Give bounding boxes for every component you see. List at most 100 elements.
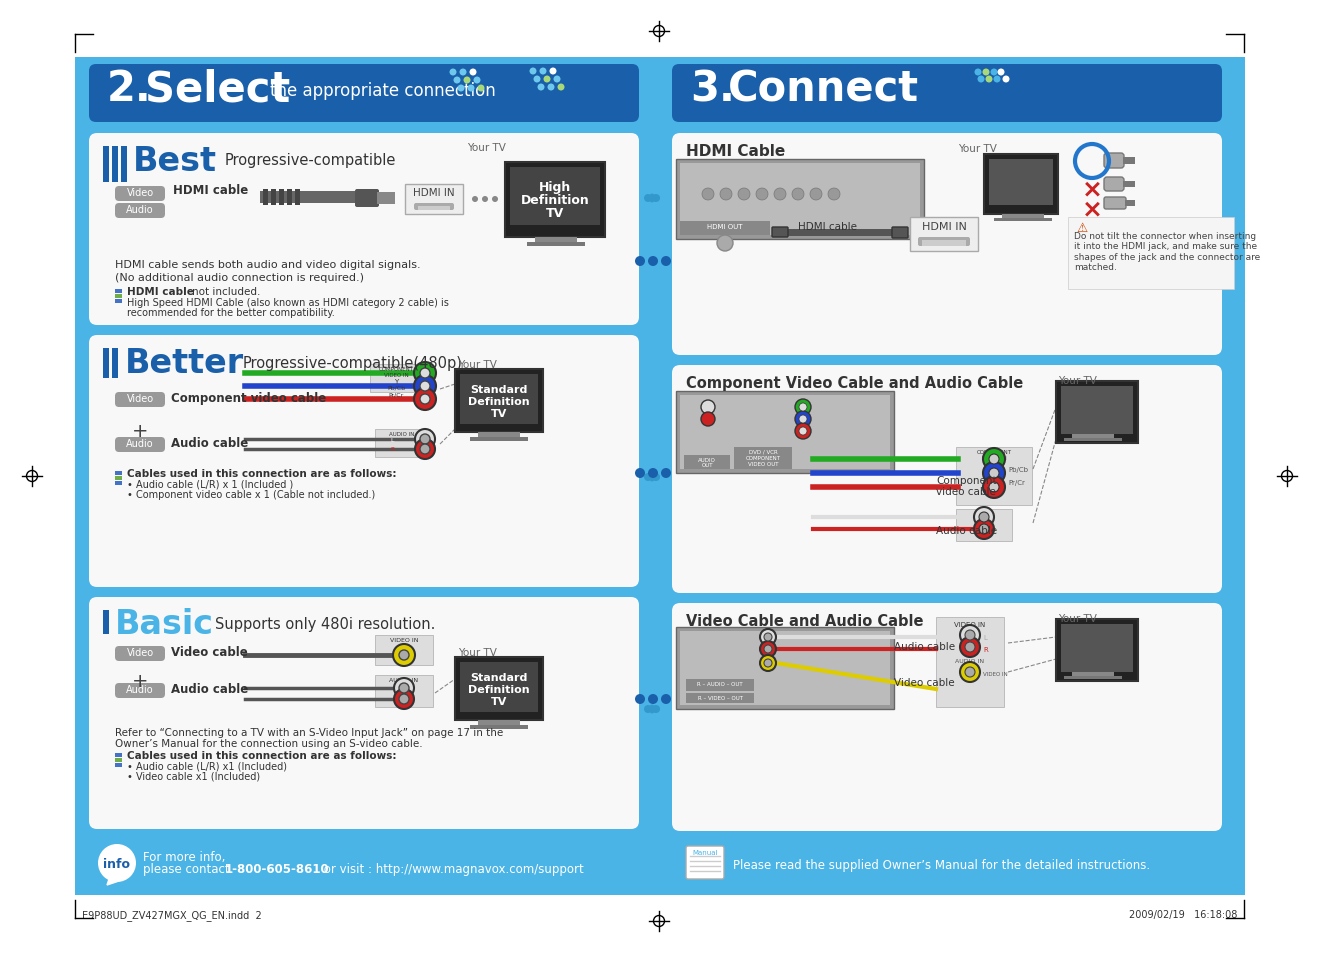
Bar	[505, 163, 605, 237]
Circle shape	[414, 363, 437, 385]
Circle shape	[739, 189, 751, 201]
Text: Component Video Cable and Audio Cable: Component Video Cable and Audio Cable	[686, 375, 1024, 391]
Circle shape	[481, 196, 488, 203]
Text: • Component video cable x 1 (Cable not included.): • Component video cable x 1 (Cable not i…	[127, 490, 375, 499]
Bar	[112, 349, 117, 378]
Circle shape	[414, 375, 437, 397]
Text: Standard: Standard	[471, 385, 528, 395]
Circle shape	[960, 662, 980, 682]
Text: +: +	[132, 671, 148, 690]
Bar	[1060, 387, 1133, 435]
Circle shape	[977, 76, 984, 84]
Circle shape	[538, 85, 545, 91]
Circle shape	[661, 469, 671, 478]
Circle shape	[764, 645, 772, 654]
Circle shape	[419, 369, 430, 378]
Text: High Speed HDMI Cable (also known as HDMI category 2 cable) is: High Speed HDMI Cable (also known as HDM…	[127, 297, 448, 308]
Bar	[910, 218, 977, 252]
Text: Your TV: Your TV	[458, 359, 497, 370]
Text: HDMI cable: HDMI cable	[127, 287, 194, 296]
Circle shape	[558, 85, 565, 91]
FancyBboxPatch shape	[115, 204, 165, 219]
Bar	[375, 676, 433, 707]
Bar	[295, 190, 299, 206]
Text: Standard: Standard	[471, 672, 528, 682]
Bar	[121, 147, 127, 183]
Text: 1-800-605-8610: 1-800-605-8610	[226, 862, 330, 875]
Circle shape	[467, 86, 475, 92]
Circle shape	[474, 77, 480, 85]
Bar	[686, 693, 754, 703]
Text: AUDIO IN: AUDIO IN	[955, 659, 984, 663]
Bar	[1122, 182, 1136, 188]
Text: HDMI cable: HDMI cable	[173, 184, 248, 196]
Text: Manual: Manual	[692, 849, 718, 855]
Circle shape	[985, 76, 992, 84]
Bar	[477, 433, 520, 437]
Bar	[510, 168, 600, 226]
Bar	[1002, 214, 1045, 219]
Text: Video cable: Video cable	[894, 678, 955, 687]
Text: Video Cable and Audio Cable: Video Cable and Audio Cable	[686, 614, 923, 628]
Circle shape	[644, 705, 652, 713]
Text: HDMI IN: HDMI IN	[413, 188, 455, 198]
FancyBboxPatch shape	[115, 437, 165, 453]
Text: Audio: Audio	[127, 205, 154, 214]
Circle shape	[774, 189, 786, 201]
Bar	[681, 222, 770, 235]
Text: Y: Y	[992, 461, 996, 468]
FancyBboxPatch shape	[355, 190, 379, 208]
Text: please contact: please contact	[142, 862, 233, 875]
Bar	[477, 720, 520, 725]
Text: recommended for the better compatibility.: recommended for the better compatibility…	[127, 308, 335, 317]
FancyBboxPatch shape	[115, 683, 165, 699]
Bar	[922, 241, 966, 247]
Circle shape	[960, 638, 980, 658]
Text: For more info,: For more info,	[142, 850, 226, 863]
Circle shape	[989, 469, 998, 478]
Circle shape	[702, 189, 714, 201]
Text: Audio cable: Audio cable	[894, 641, 955, 651]
Text: AUDIO: AUDIO	[698, 457, 716, 462]
Bar	[528, 243, 586, 247]
Text: HDMI IN: HDMI IN	[922, 222, 967, 232]
Text: Please read the supplied Owner’s Manual for the detailed instructions.: Please read the supplied Owner’s Manual …	[733, 858, 1150, 871]
Circle shape	[973, 507, 995, 527]
Bar	[995, 219, 1053, 222]
FancyBboxPatch shape	[671, 603, 1221, 831]
Bar	[460, 375, 538, 424]
Circle shape	[652, 194, 660, 203]
Text: • Video cable x1 (Included): • Video cable x1 (Included)	[127, 771, 260, 781]
Bar	[1125, 201, 1136, 207]
Text: HDMI Cable: HDMI Cable	[686, 144, 785, 159]
FancyBboxPatch shape	[115, 393, 165, 408]
Bar	[455, 370, 543, 433]
Bar	[115, 290, 121, 294]
Circle shape	[463, 77, 471, 85]
Circle shape	[966, 642, 975, 652]
Circle shape	[394, 679, 414, 699]
Text: Audio cable: Audio cable	[936, 525, 997, 536]
FancyBboxPatch shape	[88, 65, 638, 123]
Bar	[1064, 438, 1122, 441]
Text: Your TV: Your TV	[1058, 614, 1097, 623]
Bar	[681, 164, 919, 235]
Bar	[115, 299, 121, 304]
Text: VIDEO IN: VIDEO IN	[955, 621, 985, 627]
Text: Your TV: Your TV	[958, 144, 997, 153]
Text: VIDEO IN: VIDEO IN	[983, 671, 1008, 677]
Bar	[405, 185, 463, 214]
Text: (No additional audio connection is required.): (No additional audio connection is requi…	[115, 273, 364, 283]
Circle shape	[760, 641, 776, 658]
Bar	[371, 365, 422, 393]
Text: Pr/Cr: Pr/Cr	[1008, 479, 1025, 485]
Circle shape	[700, 413, 715, 427]
Circle shape	[989, 482, 998, 493]
Text: Your TV: Your TV	[467, 143, 506, 152]
FancyBboxPatch shape	[671, 133, 1221, 355]
Bar	[460, 662, 538, 712]
Bar	[1072, 672, 1115, 677]
FancyBboxPatch shape	[892, 228, 907, 239]
Text: VIDEO IN: VIDEO IN	[389, 638, 418, 642]
FancyBboxPatch shape	[918, 237, 969, 247]
